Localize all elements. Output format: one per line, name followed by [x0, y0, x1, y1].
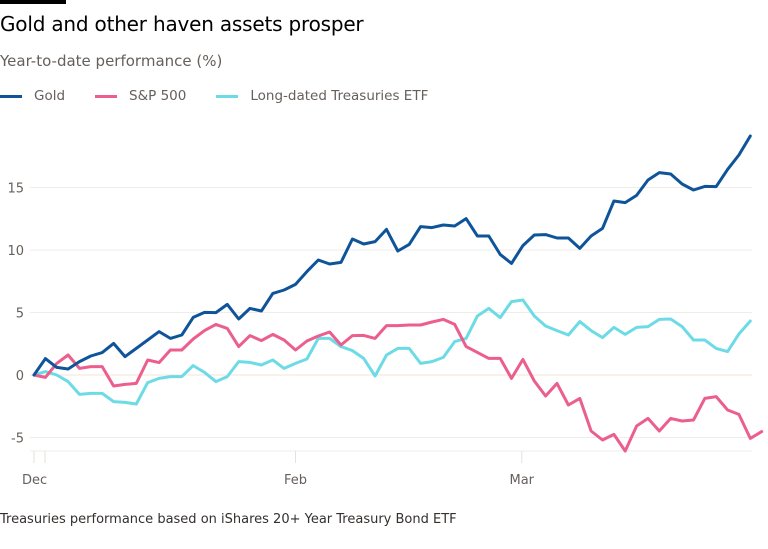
legend-item-gold: Gold [0, 88, 65, 104]
legend-item-sp500: S&P 500 [95, 88, 186, 104]
y-tick-label: 5 [16, 307, 24, 322]
series-line-gold [32, 134, 752, 377]
y-tick-label: 0 [16, 369, 24, 384]
legend: Gold S&P 500 Long-dated Treasuries ETF [0, 88, 458, 104]
legend-label-gold: Gold [34, 88, 66, 104]
legend-label-treasuries: Long-dated Treasuries ETF [250, 88, 429, 104]
legend-swatch-sp500 [95, 94, 118, 98]
legend-swatch-gold [0, 94, 22, 98]
series-line-s-p-500 [32, 317, 764, 453]
chart-title: Gold and other haven assets prosper [0, 12, 364, 36]
legend-item-treasuries: Long-dated Treasuries ETF [216, 88, 428, 104]
x-tick-label: Mar [510, 473, 535, 488]
legend-label-sp500: S&P 500 [129, 88, 187, 104]
y-tick-label: -5 [11, 432, 24, 447]
series-line-long-dated-treasuries-etf [32, 298, 752, 406]
chart-subtitle: Year-to-date performance (%) [0, 52, 223, 70]
source-note: Treasuries performance based on iShares … [0, 512, 457, 527]
x-tick-label: Dec [22, 473, 47, 488]
x-tick-label: Feb [284, 473, 307, 488]
y-tick-label: 15 [7, 182, 24, 197]
brand-bar [0, 0, 66, 4]
y-tick-label: 10 [7, 244, 24, 259]
legend-swatch-treasuries [216, 94, 239, 98]
